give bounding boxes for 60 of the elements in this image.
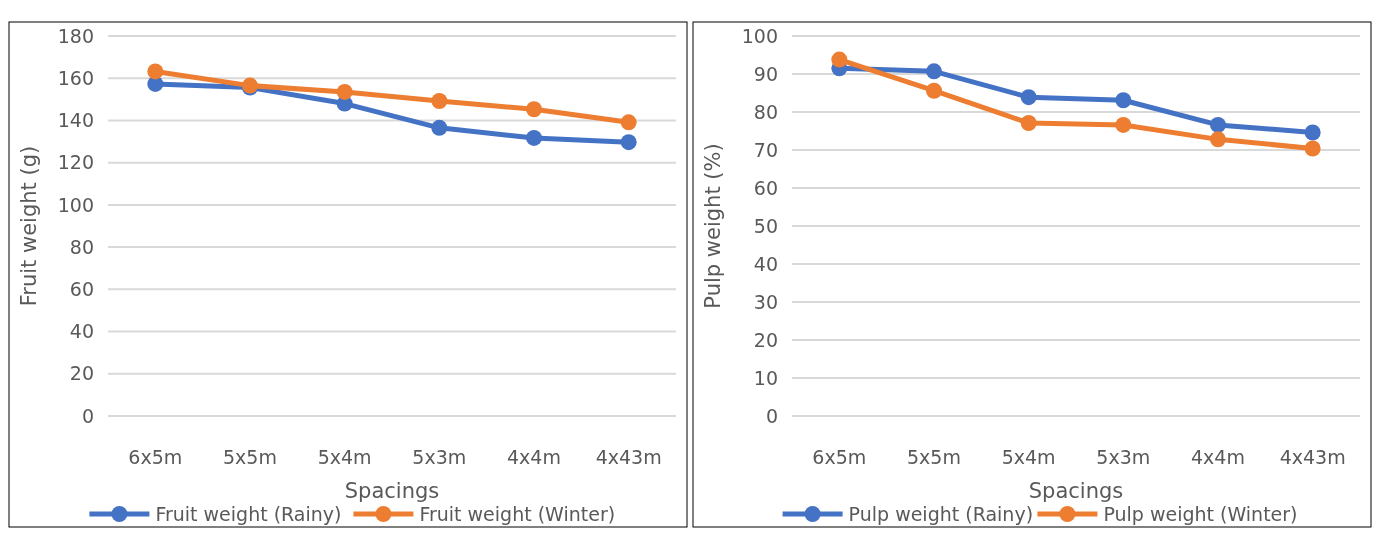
y-tick-label: 160 <box>57 66 94 89</box>
y-tick-label: 80 <box>753 100 778 123</box>
y-axis-title: Fruit weight (g) <box>17 145 41 307</box>
y-tick-label: 70 <box>753 138 778 161</box>
y-tick-label: 10 <box>753 366 778 389</box>
x-tick-label: 5x4m <box>1001 446 1056 468</box>
legend-label: Fruit weight (Winter) <box>419 502 616 525</box>
point <box>1115 116 1132 133</box>
point <box>431 93 448 110</box>
x-tick-label: 4x43m <box>595 446 662 468</box>
x-tick-label: 4x4m <box>507 446 561 468</box>
y-tick-label: 20 <box>753 328 778 351</box>
point <box>1210 131 1226 148</box>
point <box>1115 92 1132 109</box>
point <box>526 129 542 146</box>
y-tick-label: 100 <box>741 24 778 47</box>
point <box>431 119 448 136</box>
y-tick-label: 60 <box>69 277 94 300</box>
x-tick-label: 4x4m <box>1191 446 1245 468</box>
legend-label: Pulp weight (Rainy) <box>848 502 1034 525</box>
x-tick-label: 4x43m <box>1279 446 1346 468</box>
point <box>526 101 542 118</box>
y-tick-label: 100 <box>57 193 94 216</box>
x-tick-label: 5x3m <box>1096 446 1151 468</box>
point <box>926 63 942 80</box>
x-tick-label: 5x3m <box>412 446 467 468</box>
point <box>1020 115 1037 132</box>
x-tick-label: 5x4m <box>317 446 372 468</box>
point <box>620 134 637 151</box>
x-axis-title: Spacings <box>344 479 440 503</box>
y-tick-label: 0 <box>81 404 94 427</box>
y-tick-label: 30 <box>753 290 778 313</box>
point <box>1210 116 1226 133</box>
y-tick-label: 20 <box>69 362 94 385</box>
point <box>620 114 637 131</box>
x-axis-title: Spacings <box>1028 479 1124 503</box>
x-tick-label: 6x5m <box>128 446 183 468</box>
y-tick-label: 140 <box>57 109 94 132</box>
point <box>336 83 353 100</box>
x-tick-label: 6x5m <box>812 446 867 468</box>
y-tick-label: 60 <box>753 176 778 199</box>
x-tick-label: 5x5m <box>223 446 277 468</box>
x-tick-label: 5x5m <box>907 446 961 468</box>
y-tick-label: 40 <box>69 320 94 343</box>
y-tick-label: 40 <box>753 252 778 275</box>
y-tick-label: 80 <box>69 235 94 258</box>
point <box>147 63 164 80</box>
point <box>1020 89 1037 106</box>
point <box>1304 140 1321 157</box>
y-tick-label: 0 <box>765 404 778 427</box>
legend-label: Fruit weight (Rainy) <box>155 502 342 525</box>
legend-label: Pulp weight (Winter) <box>1103 502 1298 525</box>
y-tick-label: 120 <box>57 151 94 174</box>
point <box>1304 124 1321 141</box>
y-tick-label: 90 <box>753 62 778 85</box>
y-tick-label: 50 <box>753 214 778 237</box>
y-tick-label: 180 <box>57 24 94 47</box>
point <box>831 51 848 68</box>
point <box>926 82 942 99</box>
y-axis-title: Pulp weight (%) <box>701 143 725 309</box>
